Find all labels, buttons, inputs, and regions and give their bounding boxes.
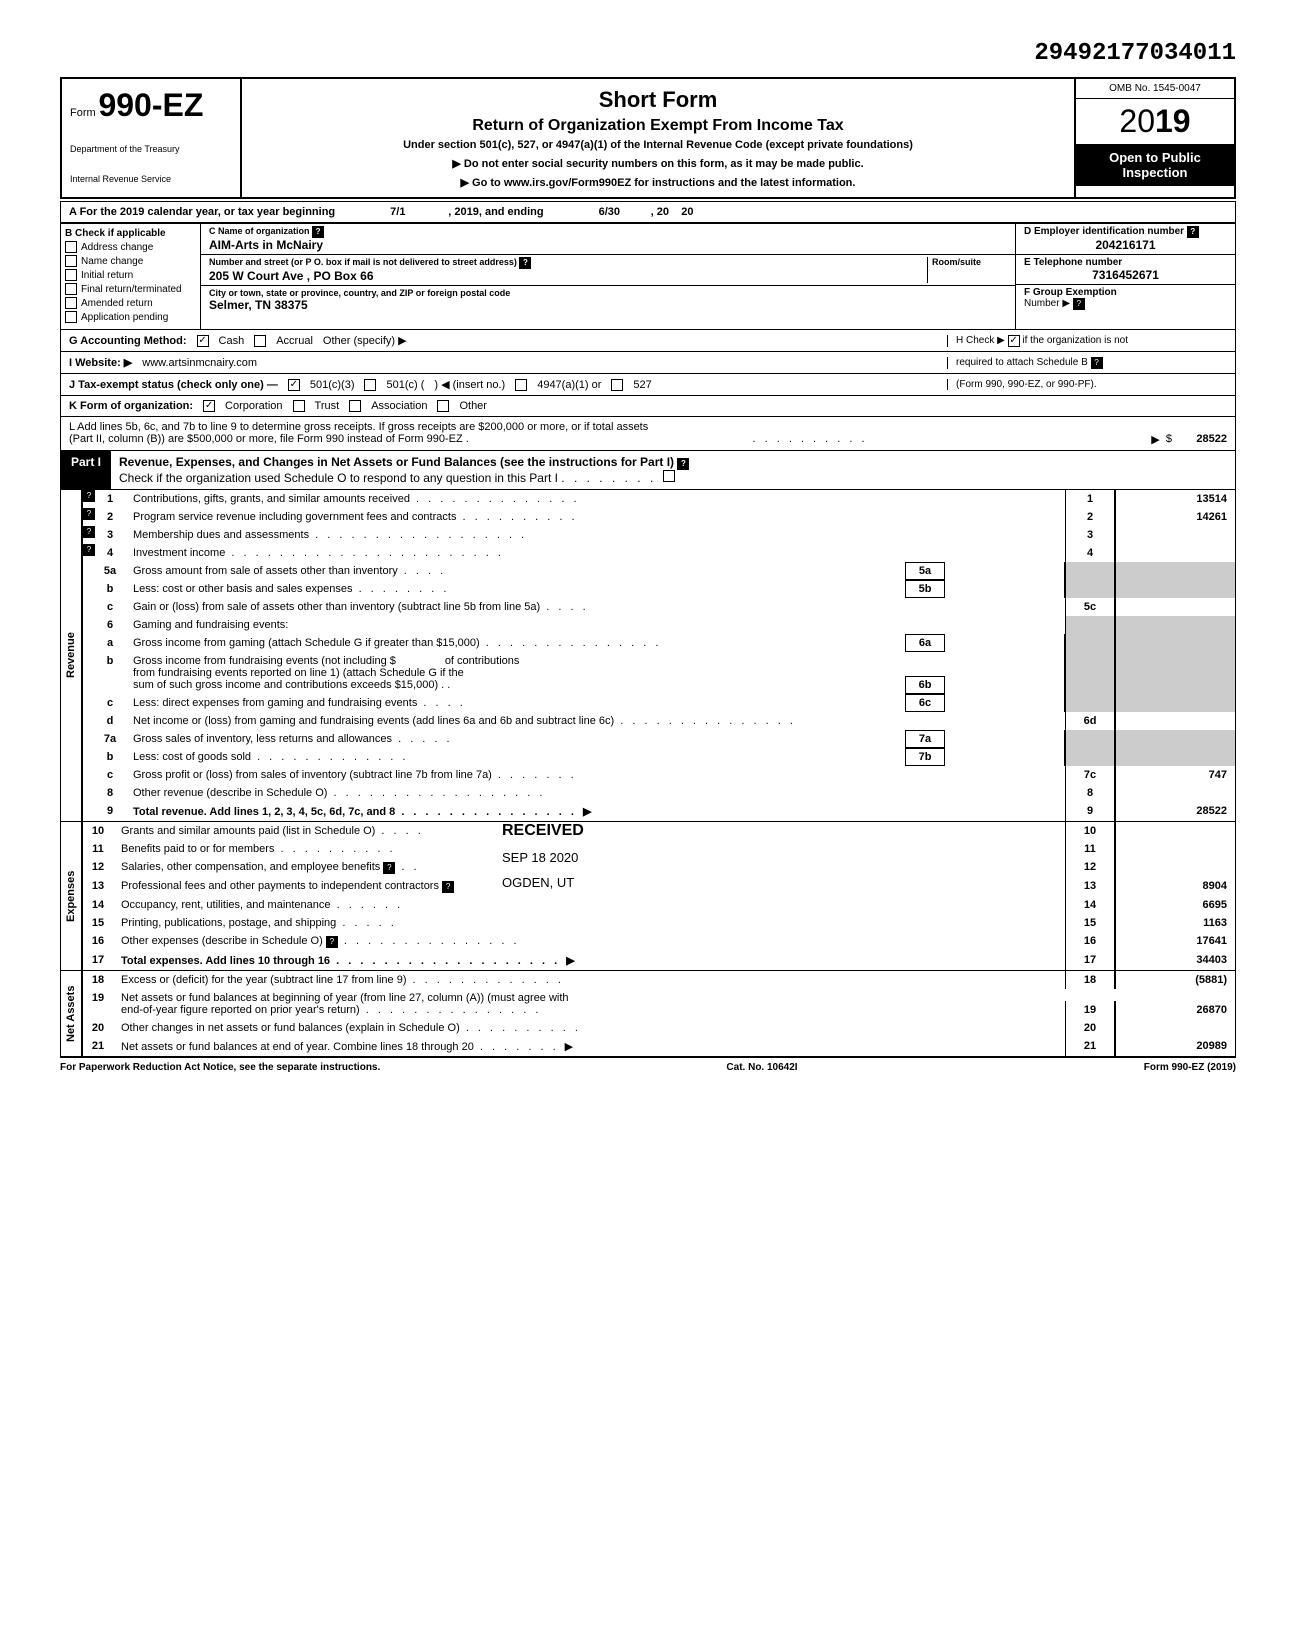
line-1-value: 13514 xyxy=(1115,490,1235,508)
main-info-grid: B Check if applicable Address change Nam… xyxy=(60,223,1236,330)
check-schedule-o[interactable] xyxy=(663,470,675,482)
check-application-pending[interactable]: Application pending xyxy=(65,311,196,323)
help-icon[interactable]: ? xyxy=(83,526,95,538)
help-icon[interactable]: ? xyxy=(442,881,454,893)
check-name-change[interactable]: Name change xyxy=(65,255,196,267)
street-address: 205 W Court Ave , PO Box 66 xyxy=(209,269,927,283)
website-value: www.artsinmcnairy.com xyxy=(142,357,257,369)
revenue-label: Revenue xyxy=(60,490,82,821)
line-9-value: 28522 xyxy=(1115,802,1235,821)
help-icon[interactable]: ? xyxy=(83,490,95,502)
help-icon[interactable]: ? xyxy=(1073,298,1085,310)
line-16-value: 17641 xyxy=(1115,932,1235,951)
org-name: AIM-Arts in McNairy xyxy=(209,238,1007,252)
check-accrual[interactable] xyxy=(254,335,266,347)
help-icon[interactable]: ? xyxy=(1187,226,1199,238)
received-stamp: RECEIVED SEP 18 2020 OGDEN, UT xyxy=(502,822,584,890)
check-final-return[interactable]: Final return/terminated xyxy=(65,283,196,295)
part-i-label: Part I xyxy=(61,451,111,489)
line-13-value: 8904 xyxy=(1115,877,1235,896)
check-initial-return[interactable]: Initial return xyxy=(65,269,196,281)
part-i-title: Revenue, Expenses, and Changes in Net As… xyxy=(119,455,674,469)
help-icon[interactable]: ? xyxy=(312,226,324,238)
line-4-value xyxy=(1115,544,1235,562)
col-b-label: B Check if applicable xyxy=(65,228,196,239)
help-icon[interactable]: ? xyxy=(1091,357,1103,369)
footer-form-ref: Form 990-EZ (2019) xyxy=(1144,1062,1236,1073)
row-k-form-org: K Form of organization: Corporation Trus… xyxy=(60,396,1236,417)
row-g-accounting: G Accounting Method: Cash Accrual Other … xyxy=(60,330,1236,352)
omb-number: OMB No. 1545-0047 xyxy=(1076,79,1234,99)
row-j-tax-status: J Tax-exempt status (check only one) — 5… xyxy=(60,374,1236,396)
net-assets-label: Net Assets xyxy=(60,971,82,1056)
form-header: Form 990-EZ Department of the Treasury I… xyxy=(60,77,1236,199)
check-4947[interactable] xyxy=(515,379,527,391)
line-7c-value: 747 xyxy=(1115,766,1235,784)
form-notice-url: ▶ Go to www.irs.gov/Form990EZ for instru… xyxy=(250,176,1066,189)
form-notice-ssn: ▶ Do not enter social security numbers o… xyxy=(250,157,1066,170)
help-icon[interactable]: ? xyxy=(83,508,95,520)
ein: 204216171 xyxy=(1024,238,1227,252)
check-association[interactable] xyxy=(349,400,361,412)
line-8-value xyxy=(1115,784,1235,802)
line-6d-value xyxy=(1115,712,1235,730)
form-subtitle: Return of Organization Exempt From Incom… xyxy=(250,117,1066,135)
help-icon[interactable]: ? xyxy=(519,257,531,269)
footer-paperwork: For Paperwork Reduction Act Notice, see … xyxy=(60,1062,380,1073)
form-number: 990-EZ xyxy=(98,87,203,123)
line-21-value: 20989 xyxy=(1115,1037,1235,1056)
city-state-zip: Selmer, TN 38375 xyxy=(209,298,510,312)
telephone: 7316452671 xyxy=(1024,268,1227,282)
help-icon[interactable]: ? xyxy=(83,544,95,556)
open-public-label: Open to Public Inspection xyxy=(1076,144,1234,186)
check-corporation[interactable] xyxy=(203,400,215,412)
expenses-label: Expenses xyxy=(60,822,82,970)
row-a-tax-year: A For the 2019 calendar year, or tax yea… xyxy=(60,201,1236,223)
line-3-value xyxy=(1115,526,1235,544)
form-under-section: Under section 501(c), 527, or 4947(a)(1)… xyxy=(250,139,1066,151)
form-year: 2019 xyxy=(1076,99,1234,144)
form-footer: For Paperwork Reduction Act Notice, see … xyxy=(60,1058,1236,1077)
row-l-gross-receipts: L Add lines 5b, 6c, and 7b to line 9 to … xyxy=(60,417,1236,451)
check-other-org[interactable] xyxy=(437,400,449,412)
check-amended[interactable]: Amended return xyxy=(65,297,196,309)
line-15-value: 1163 xyxy=(1115,914,1235,932)
line-10-value xyxy=(1115,822,1235,840)
check-501c3[interactable] xyxy=(288,379,300,391)
help-icon[interactable]: ? xyxy=(383,862,395,874)
check-address-change[interactable]: Address change xyxy=(65,241,196,253)
check-trust[interactable] xyxy=(293,400,305,412)
line-19-value: 26870 xyxy=(1115,1001,1235,1019)
line-14-value: 6695 xyxy=(1115,896,1235,914)
document-number: 29492177034011 xyxy=(60,40,1236,67)
line-17-value: 34403 xyxy=(1115,951,1235,970)
check-527[interactable] xyxy=(611,379,623,391)
dept-irs: Internal Revenue Service xyxy=(70,174,232,184)
form-prefix: Form xyxy=(70,107,96,119)
dept-treasury: Department of the Treasury xyxy=(70,144,232,154)
check-501c[interactable] xyxy=(364,379,376,391)
line-12-value xyxy=(1115,858,1235,877)
line-2-value: 14261 xyxy=(1115,508,1235,526)
gross-receipts-value: 28522 xyxy=(1196,433,1227,446)
line-20-value xyxy=(1115,1019,1235,1037)
check-cash[interactable] xyxy=(197,335,209,347)
help-icon[interactable]: ? xyxy=(326,936,338,948)
line-5c-value xyxy=(1115,598,1235,616)
line-11-value xyxy=(1115,840,1235,858)
check-schedule-b[interactable] xyxy=(1008,335,1020,347)
form-title: Short Form xyxy=(250,87,1066,113)
footer-cat-no: Cat. No. 10642I xyxy=(726,1062,797,1073)
row-i-website: I Website: ▶ www.artsinmcnairy.com requi… xyxy=(60,352,1236,374)
help-icon[interactable]: ? xyxy=(677,458,689,470)
line-18-value: (5881) xyxy=(1115,971,1235,989)
